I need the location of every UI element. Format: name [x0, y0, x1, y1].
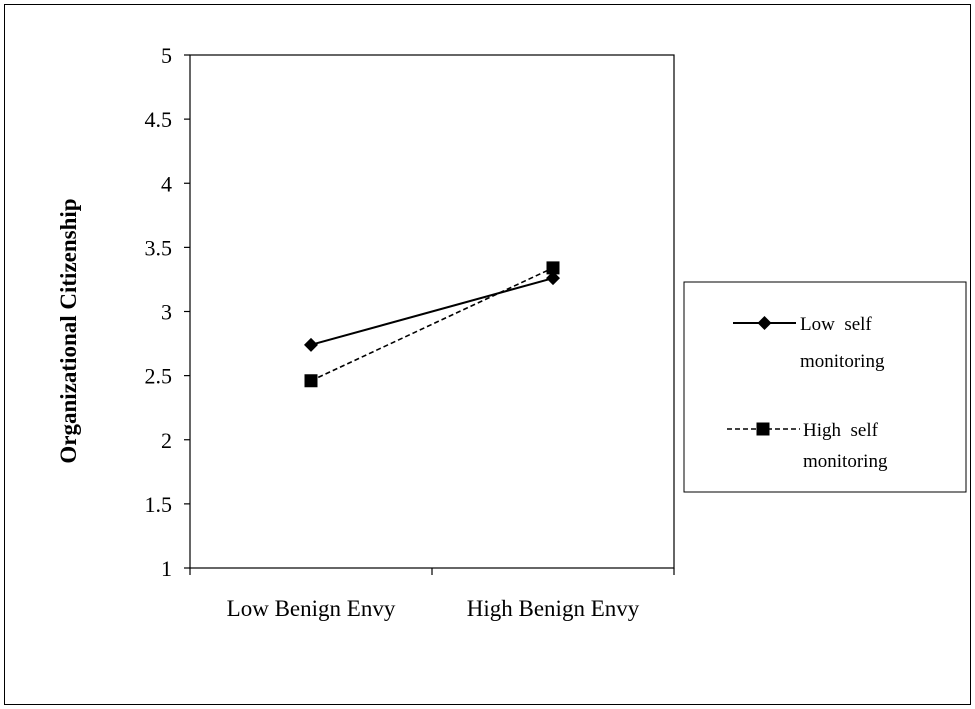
y-tick-label: 3 [161, 300, 172, 325]
series-layer [304, 261, 560, 388]
x-category-label: Low Benign Envy [227, 596, 396, 621]
y-axis: 1 1.5 2 2.5 3 3.5 4 4.5 5 [145, 43, 190, 581]
x-axis: Low Benign Envy High Benign Envy [189, 568, 675, 621]
legend-marker-square-icon [756, 422, 770, 436]
y-tick-label: 5 [161, 43, 172, 68]
y-axis-label: Organizational Citizenship [56, 198, 81, 463]
legend: Low self monitoring High self monitoring [683, 281, 967, 493]
legend-marker-diamond-icon [757, 316, 772, 330]
y-tick-label: 2.5 [145, 364, 173, 389]
y-tick-label: 3.5 [145, 235, 173, 260]
data-point-diamond [546, 271, 560, 286]
data-point-square [304, 374, 318, 388]
series-line-high-self-monitoring [310, 267, 554, 382]
series-line-low-self-monitoring [310, 277, 554, 346]
y-tick-label: 2 [161, 428, 172, 453]
legend-label-low-line1: Low self [800, 314, 872, 335]
data-point-square [546, 261, 560, 275]
legend-label-high-line1: High self [803, 420, 879, 441]
y-tick-label: 4 [161, 171, 172, 196]
y-tick-label: 1.5 [145, 492, 173, 517]
y-tick-label: 4.5 [145, 107, 173, 132]
legend-box [683, 281, 967, 493]
legend-entry-high-self-monitoring: High self monitoring [727, 420, 888, 472]
x-category-label: High Benign Envy [467, 596, 640, 621]
data-point-diamond [304, 337, 318, 352]
y-tick-label: 1 [161, 556, 172, 581]
legend-label-high-line2: monitoring [803, 451, 888, 472]
legend-label-low-line2: monitoring [800, 351, 885, 372]
legend-entry-low-self-monitoring: Low self monitoring [733, 314, 885, 372]
